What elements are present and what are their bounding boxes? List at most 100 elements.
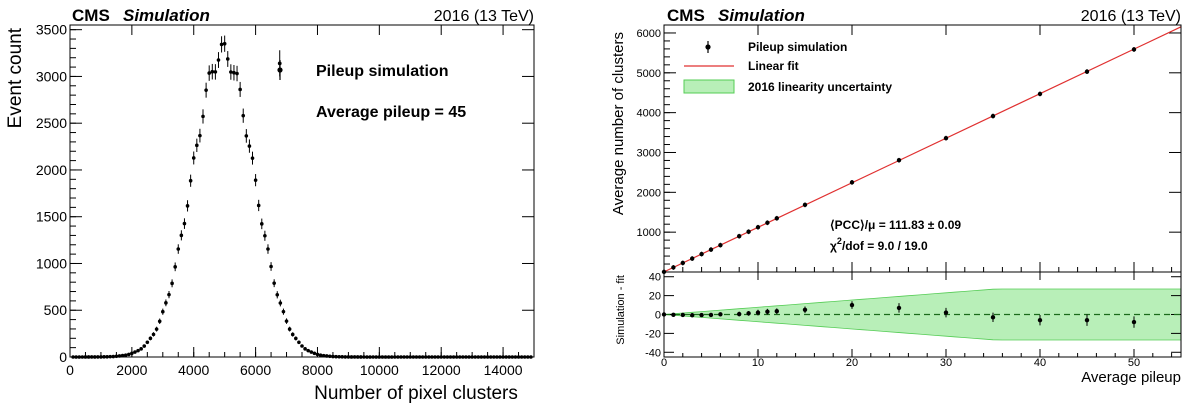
ratio-data-point [990, 315, 996, 320]
ratio-data-point [699, 312, 704, 318]
left-data-point [142, 344, 147, 348]
left-data-point [269, 264, 273, 269]
ratio-data-point [708, 312, 714, 318]
ratio-y-tick-label: 0 [655, 310, 661, 322]
left-data-point [170, 281, 174, 286]
right-x-tick-label: 40 [1034, 357, 1046, 369]
left-data-point [161, 309, 165, 314]
main-data-point [671, 265, 676, 270]
right-y-tick-label: 6000 [637, 28, 661, 40]
left-data-point [287, 327, 292, 331]
left-data-point [278, 301, 283, 305]
left-data-point [198, 133, 202, 138]
main-data-point [680, 260, 685, 266]
right-annotation-pcc: ⟨PCC⟩/μ = 111.83 ± 0.09 [830, 218, 961, 232]
left-cms-label: CMS [72, 6, 110, 25]
left-data-point [290, 332, 295, 337]
main-data-point [802, 202, 808, 208]
left-energy-label: 2016 (13 TeV) [434, 8, 534, 25]
ratio-y-tick-label: -40 [645, 347, 661, 359]
right-annotation-chi2: χ2/dof = 9.0 / 19.0 [830, 236, 928, 253]
ratio-data-point [671, 312, 676, 317]
main-data-point [690, 256, 695, 261]
left-data-point [256, 203, 261, 208]
ratio-uncertainty-band [663, 288, 1182, 341]
right-legend-entry-sim: Pileup simulation [748, 40, 847, 54]
pixel-cluster-distribution-plot: CMS Simulation 2016 (13 TeV) 0 2000 4000 60… [5, 6, 535, 404]
left-data-point [126, 352, 131, 357]
right-x-tick-label: 10 [752, 357, 764, 369]
ratio-y-tick-label: 20 [649, 291, 661, 303]
right-fit-line [663, 26, 1182, 316]
left-data-point [136, 348, 140, 353]
left-data-point [167, 292, 171, 297]
left-data-point [306, 348, 310, 353]
right-x-tick-label: 0 [661, 357, 667, 369]
left-data-point [151, 332, 156, 337]
left-data-point [272, 281, 276, 285]
left-x-tick-label: 12000 [422, 362, 461, 378]
left-x-tick-label: 8000 [302, 362, 333, 378]
left-data-point [114, 354, 119, 359]
left-y-tick-label: 2000 [36, 162, 67, 178]
ratio-data-point [746, 311, 751, 316]
right-ratio-y-axis-title: Simulation - fit [615, 275, 627, 345]
chi2-rest: /dof = 9.0 / 19.0 [842, 239, 928, 253]
left-data-point [250, 156, 255, 160]
left-data-point [297, 340, 301, 345]
left-data-point [312, 351, 317, 356]
left-axes: 0 2000 4000 6000 8000 10000 12000 14000 0 500 1000… [36, 22, 535, 378]
chi2-symbol: χ [830, 239, 837, 253]
left-data-point [229, 70, 233, 74]
left-data-point [241, 113, 246, 118]
linear-fit-line [663, 26, 1182, 273]
left-data-point [232, 70, 236, 75]
right-y-tick-label: 3000 [637, 147, 661, 159]
left-data-point [328, 354, 332, 359]
right-legend-marker [705, 44, 711, 50]
ratio-y-tick-label: 40 [649, 272, 661, 284]
right-x-tick-label: 50 [1128, 357, 1140, 369]
left-data-point [235, 71, 239, 76]
main-data-point [1037, 91, 1043, 97]
left-data-point [182, 221, 187, 226]
right-y-tick-label: 5000 [637, 68, 661, 80]
ratio-y-tick-label: -20 [645, 328, 661, 340]
right-legend-entry-band: 2016 linearity uncertainty [748, 80, 892, 94]
left-data-point [263, 233, 267, 238]
right-x-axis-title: Average pileup [1081, 369, 1181, 386]
right-energy-label: 2016 (13 TeV) [1081, 8, 1181, 25]
ratio-data-point [718, 312, 723, 317]
right-simulation-label: Simulation [718, 6, 805, 25]
right-x-tick-label: 30 [940, 357, 952, 369]
right-y-tick-label: 2000 [637, 187, 661, 199]
right-y-tick-label: 1000 [637, 227, 661, 239]
main-data-point [896, 158, 902, 163]
left-data-point [247, 144, 252, 148]
right-ratio-frame [663, 271, 1182, 358]
main-data-point [755, 225, 761, 230]
left-data-point [123, 353, 128, 357]
left-x-tick-label: 6000 [240, 362, 271, 378]
left-data-point [130, 351, 134, 356]
left-x-tick-label: 4000 [178, 362, 209, 378]
left-frame [69, 24, 535, 358]
ratio-data-point [1037, 317, 1043, 323]
left-legend-entry: Pileup simulation [316, 63, 448, 80]
ratio-data-point [802, 307, 808, 312]
left-x-tick-label: 10000 [360, 362, 399, 378]
main-data-point [849, 180, 855, 185]
left-data-point [145, 340, 150, 345]
left-data-point [281, 309, 286, 314]
right-y-axis-title: Average number of clusters [610, 32, 627, 215]
ratio-data-point [774, 308, 779, 314]
left-data-point [318, 353, 323, 357]
left-data-points [71, 35, 533, 359]
left-y-tick-label: 1500 [36, 209, 67, 225]
left-data-point [157, 319, 162, 324]
left-data-point [253, 178, 258, 182]
right-axes: 0 10 20 30 40 50100020003000400050006000-40-2… [637, 24, 1181, 369]
left-data-point [185, 204, 190, 208]
left-y-tick-label: 500 [44, 302, 68, 318]
